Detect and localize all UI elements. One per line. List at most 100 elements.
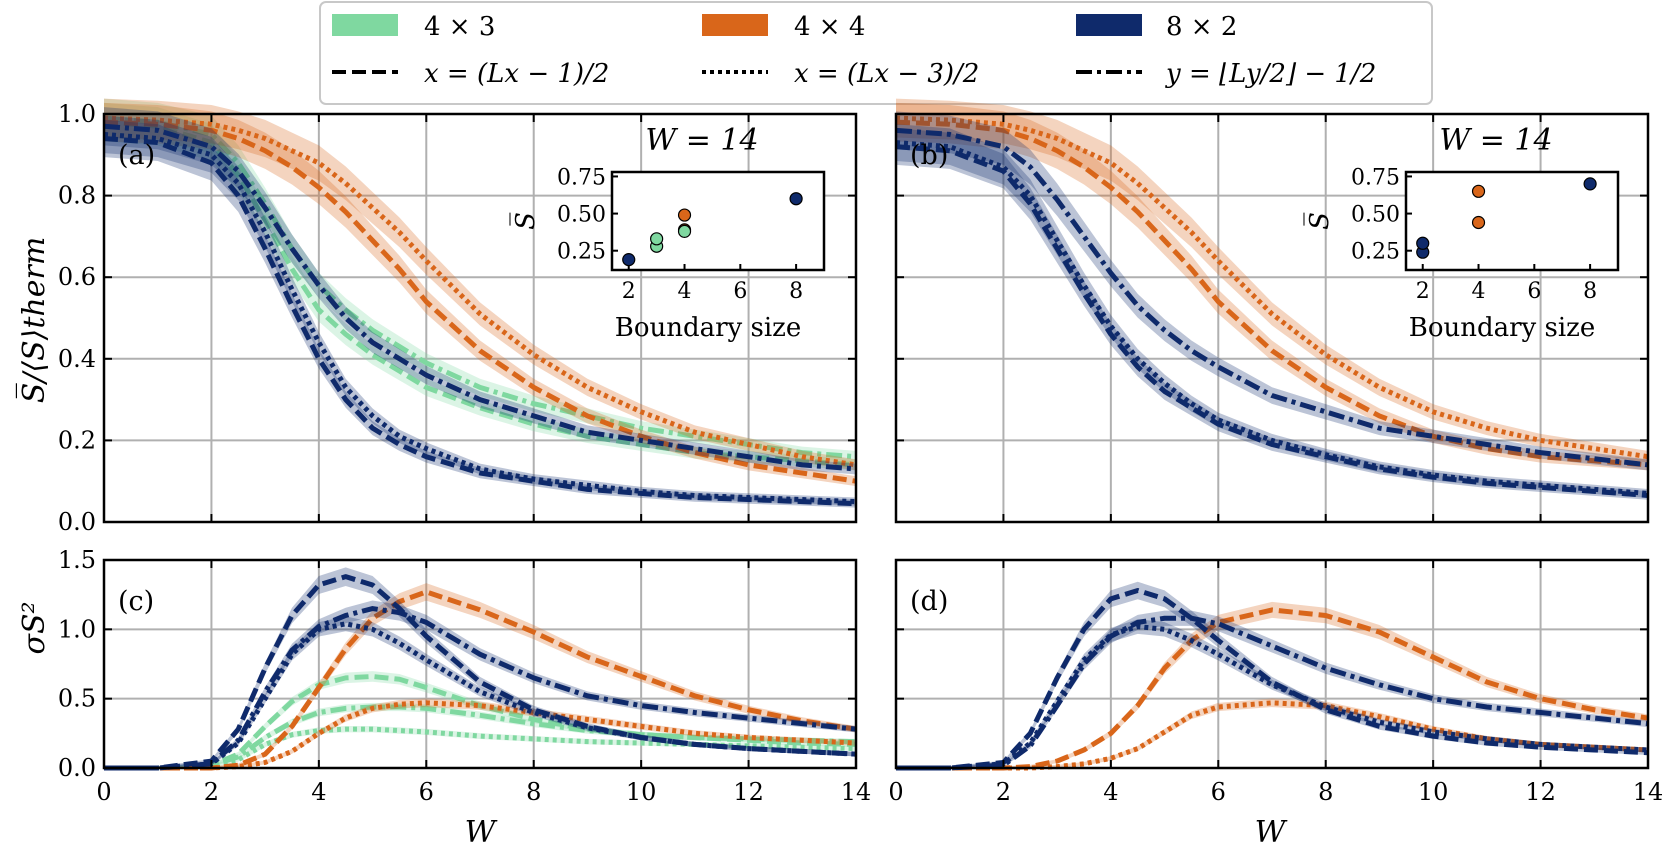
series-line-8x2-dotted bbox=[104, 621, 857, 771]
series-line-8x2-dashed bbox=[896, 588, 1649, 771]
panel-b: (b) bbox=[894, 98, 1650, 524]
inset-point-8x2 bbox=[1416, 236, 1430, 250]
series-band-4x3-dashed bbox=[104, 102, 856, 471]
inset-ylabel: S̅ bbox=[509, 212, 541, 230]
series-band-4x4-dashed bbox=[104, 102, 856, 487]
legend-label-dotted: x = (Lx − 3)/2 bbox=[794, 59, 979, 89]
panel-label-b: (b) bbox=[910, 140, 948, 171]
y-tick-label: 0.0 bbox=[58, 508, 96, 536]
series-band-8x2-dashdot bbox=[896, 610, 1648, 768]
x-tick-label: 14 bbox=[1633, 778, 1662, 806]
x-tick-label: 2 bbox=[996, 778, 1011, 806]
inset-y-tick-label: 0.50 bbox=[1351, 203, 1400, 228]
inset-x-tick-label: 4 bbox=[678, 279, 692, 304]
inset-y-tick-label: 0.25 bbox=[557, 240, 606, 265]
series-line-8x2-dashed bbox=[895, 144, 1649, 498]
inset-point-4x3 bbox=[650, 232, 664, 246]
legend-swatch-4x4 bbox=[702, 14, 768, 36]
series-line-4x4-dashed bbox=[103, 119, 857, 484]
y-axis-label-top: S̅/⟨S⟩therm bbox=[16, 237, 52, 404]
x-axis-label-right: W bbox=[1255, 815, 1288, 850]
series-line-4x3-dashdot bbox=[104, 704, 857, 771]
inset-x-tick-label: 2 bbox=[1416, 279, 1430, 304]
inset-b-inset: W = 14 2 4 6 8 0.25 0.50 0.75 Boundary size S̅ bbox=[1303, 123, 1620, 343]
axes-frame bbox=[894, 112, 1650, 524]
inset-point-4x3 bbox=[677, 224, 692, 238]
inset-point-4x4 bbox=[1471, 215, 1486, 230]
y-tick-label: 0.0 bbox=[58, 754, 96, 782]
y-tick-label: 1.5 bbox=[58, 546, 96, 574]
x-tick-label: 0 bbox=[96, 778, 111, 806]
inset-xlabel: Boundary size bbox=[1409, 313, 1596, 343]
series-band-4x4-dotted bbox=[104, 698, 856, 768]
legend-swatch-8x2 bbox=[1076, 14, 1142, 36]
inset-x-tick-label: 8 bbox=[1583, 279, 1597, 304]
series-line-4x4-dotted bbox=[103, 115, 857, 468]
legend-label-8x2: 8 × 2 bbox=[1166, 12, 1237, 42]
inset-point-4x4 bbox=[677, 208, 692, 222]
series-line-8x2-dashdot bbox=[103, 123, 857, 472]
legend-label-4x4: 4 × 4 bbox=[794, 12, 865, 42]
inset-x-tick-label: 8 bbox=[789, 279, 803, 304]
x-tick-label: 10 bbox=[1418, 778, 1449, 806]
panel-label-a: (a) bbox=[118, 140, 155, 171]
panel-d: 0 2 4 6 8 10 12 14 (d) bbox=[888, 558, 1662, 806]
x-tick-label: 12 bbox=[1525, 778, 1556, 806]
y-tick-label: 1.0 bbox=[58, 100, 96, 128]
legend-label-dashdot: y = ⌊Ly/2⌋ − 1/2 bbox=[1165, 59, 1376, 89]
inset-frame bbox=[610, 170, 826, 272]
inset-x-tick-label: 6 bbox=[733, 279, 747, 304]
inset-y-tick-label: 0.75 bbox=[1351, 165, 1400, 190]
panel-label-d: (d) bbox=[910, 586, 948, 617]
inset-x-tick-label: 6 bbox=[1527, 279, 1541, 304]
x-tick-label: 2 bbox=[204, 778, 219, 806]
axes-frame bbox=[894, 558, 1650, 770]
inset-point-8x2 bbox=[789, 192, 803, 206]
inset-a-inset: W = 14 2 4 6 8 0.25 0.50 0.75 Boundary size S̅ bbox=[509, 123, 826, 343]
x-tick-label: 6 bbox=[1211, 778, 1226, 806]
x-axis-label-left: W bbox=[465, 815, 498, 850]
series-band-4x3-dashdot bbox=[104, 702, 856, 768]
x-tick-label: 14 bbox=[841, 778, 872, 806]
panel-a: 0.0 0.2 0.4 0.6 0.8 1.0 (a) bbox=[58, 98, 858, 536]
series-line-8x2-dotted bbox=[895, 140, 1649, 496]
plots: 0.00.20.40.60.81.0(a) (b)0 2 4 6 8 10 12 140.00.… bbox=[58, 98, 1662, 806]
inset-y-tick-label: 0.50 bbox=[557, 203, 606, 228]
series-band-8x2-dashed bbox=[896, 128, 1648, 500]
series-line-4x4-dashed bbox=[104, 589, 857, 771]
series-line-8x2-dashed bbox=[103, 135, 857, 507]
inset-y-tick-label: 0.25 bbox=[1351, 240, 1400, 265]
legend-label-4x3: 4 × 3 bbox=[424, 12, 495, 42]
legend-label-dashed: x = (Lx − 1)/2 bbox=[424, 59, 609, 89]
y-tick-label: 1.0 bbox=[58, 615, 96, 643]
inset-y-tick-label: 0.75 bbox=[557, 165, 606, 190]
series-band-8x2-dashed bbox=[104, 119, 856, 508]
series-band-4x4-dotted bbox=[104, 98, 856, 471]
legend: 4 × 3 4 × 4 8 × 2 x = (Lx − 1)/2 x = (Lx… bbox=[319, 1, 1433, 105]
series-line-8x2-dashdot bbox=[104, 606, 857, 771]
series-line-4x3-dashed bbox=[103, 119, 857, 468]
series-band-4x4-dotted bbox=[896, 98, 1648, 463]
x-tick-label: 6 bbox=[419, 778, 434, 806]
x-tick-label: 8 bbox=[526, 778, 541, 806]
inset-x-tick-label: 2 bbox=[622, 279, 636, 304]
series-line-8x2-dotted bbox=[896, 624, 1649, 771]
inset-title: W = 14 bbox=[1439, 123, 1552, 158]
inset-point-8x2 bbox=[1583, 177, 1597, 191]
series-line-4x3-dashdot bbox=[103, 115, 857, 460]
inset-point-4x4 bbox=[1471, 184, 1486, 198]
x-tick-label: 4 bbox=[311, 778, 326, 806]
x-tick-label: 10 bbox=[626, 778, 657, 806]
y-tick-label: 0.2 bbox=[58, 426, 96, 454]
axes-frame bbox=[102, 558, 858, 770]
series-line-4x4-dotted bbox=[896, 700, 1649, 771]
legend-frame bbox=[319, 1, 1433, 105]
y-tick-label: 0.4 bbox=[58, 345, 96, 373]
y-axis-label-bottom: σS² bbox=[17, 601, 52, 654]
inset-point-8x2 bbox=[622, 253, 636, 267]
panel-c: 0 2 4 6 8 10 12 14 0.0 0.5 1.0 1.5 (c) bbox=[58, 546, 871, 806]
legend-swatch-4x3 bbox=[332, 14, 398, 36]
series-line-4x4-dashed bbox=[895, 119, 1649, 468]
x-tick-label: 0 bbox=[888, 778, 903, 806]
